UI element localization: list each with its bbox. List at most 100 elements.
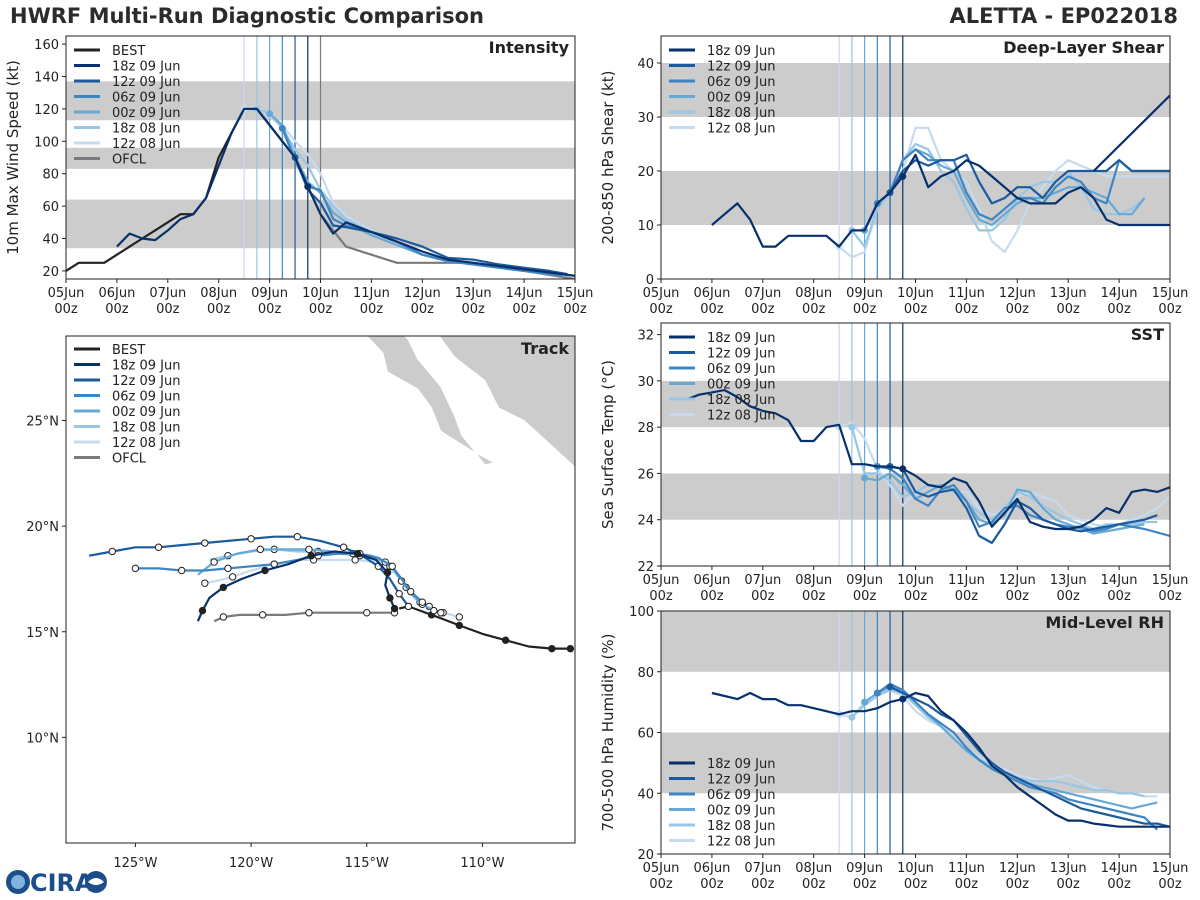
intensity-xtick-label: 00z [156, 302, 180, 317]
rh-legend-label: 00z 09 Jun [707, 804, 776, 819]
intensity-xtick-label: 00z [411, 302, 435, 317]
rh-xtick-label: 00z [802, 877, 826, 892]
shear-xtick-label: 08Jun [795, 286, 832, 301]
track-point [228, 573, 237, 581]
rh-legend-label: 06z 09 Jun [707, 788, 776, 803]
cira-logo-text: CIRA [30, 869, 94, 897]
rh-xtick-label: 15Jun [1152, 861, 1189, 876]
sst-xtick-label: 08Jun [795, 573, 832, 588]
shear-ytick-label: 40 [637, 57, 654, 72]
track-point [201, 539, 209, 547]
sst-init-point [899, 465, 907, 473]
globe-inner-icon [11, 875, 25, 889]
sst-series-line [686, 389, 1170, 531]
intensity-ytick-label: 60 [42, 200, 59, 215]
track-point [154, 543, 163, 551]
cira-logo: CIRA [6, 869, 107, 897]
track-point [501, 636, 510, 644]
shear-xtick-label: 00z [904, 302, 928, 317]
track-frame [65, 335, 576, 844]
rh-xtick-label: 14Jun [1101, 861, 1138, 876]
sst-xtick-label: 06Jun [693, 573, 730, 588]
shear-xtick-label: 00z [1006, 302, 1030, 317]
rh-legend-label: 12z 08 Jun [707, 835, 776, 850]
rh-xtick-label: 00z [649, 877, 673, 892]
shear-xtick-label: 00z [1158, 302, 1182, 317]
shear-legend-label: 18z 08 Jun [707, 106, 776, 121]
rh-xtick-label: 05Jun [643, 861, 680, 876]
rh-xtick-label: 10Jun [897, 861, 934, 876]
track-legend-label: 18z 08 Jun [112, 421, 181, 436]
track-ytick-label: 15°N [26, 626, 59, 641]
sst-xtick-label: 15Jun [1152, 573, 1189, 588]
intensity-legend-label: 18z 09 Jun [112, 60, 181, 75]
rh-xtick-label: 00z [1057, 877, 1081, 892]
track-point [386, 594, 394, 602]
track-line [204, 558, 460, 619]
intensity-xtick-label: 06Jun [98, 286, 135, 301]
mexico-mainland [438, 336, 575, 468]
sst-xtick-label: 07Jun [744, 573, 781, 588]
sst-xtick-label: 00z [853, 589, 877, 604]
intensity-legend-label: 18z 08 Jun [112, 122, 181, 137]
track-point [198, 606, 207, 615]
figure-title: HWRF Multi-Run Diagnostic Comparison [10, 4, 485, 28]
track-point [261, 566, 269, 575]
sst-xtick-label: 10Jun [897, 573, 934, 588]
rh-ytick-label: 20 [637, 848, 654, 863]
track-point [351, 556, 359, 564]
intensity-legend-label: 00z 09 Jun [112, 106, 181, 121]
track-legend-label: 06z 09 Jun [112, 390, 181, 405]
intensity-xtick-label: 14Jun [506, 286, 543, 301]
rh-xtick-label: 08Jun [795, 861, 832, 876]
track-point [219, 613, 228, 621]
rh-series-line [711, 691, 1170, 828]
sst-xtick-label: 00z [649, 589, 673, 604]
shear-xtick-label: 00z [649, 302, 673, 317]
rh-series-line [876, 682, 1159, 831]
track-point [455, 621, 464, 630]
shear-xtick-label: 11Jun [948, 286, 985, 301]
intensity-legend-label: 12z 08 Jun [112, 137, 181, 152]
intensity-panel-title: Intensity [489, 38, 570, 57]
track-line [213, 611, 395, 623]
rh-xtick-label: 00z [955, 877, 979, 892]
intensity-ylabel: 10m Max Wind Speed (kt) [4, 60, 22, 255]
intensity-legend-label: 06z 09 Jun [112, 91, 181, 106]
track-point [455, 613, 464, 621]
sst-xtick-label: 00z [955, 589, 979, 604]
sst-xtick-label: 00z [802, 589, 826, 604]
rh-init-point [886, 683, 894, 691]
intensity-ytick-label: 140 [34, 71, 59, 86]
rh-xtick-label: 13Jun [1050, 861, 1087, 876]
rh-ytick-label: 40 [637, 787, 654, 802]
storm-id-title: ALETTA - EP022018 [949, 4, 1178, 28]
rh-ytick-label: 80 [637, 666, 654, 681]
intensity-ytick-label: 100 [34, 135, 59, 150]
sst-xtick-label: 12Jun [999, 573, 1036, 588]
sst-legend-label: 12z 08 Jun [707, 409, 776, 424]
track-point [256, 545, 265, 554]
track-point [388, 562, 396, 570]
intensity-ytick-label: 160 [34, 38, 59, 53]
sst-series-group [686, 389, 1170, 545]
sst-ytick-label: 28 [637, 421, 654, 436]
shear-xtick-label: 07Jun [744, 286, 781, 301]
sst-legend-label: 18z 08 Jun [707, 393, 776, 408]
intensity-xtick-label: 00z [512, 302, 536, 317]
intensity-ytick-label: 20 [42, 265, 59, 280]
rh-xtick-label: 11Jun [948, 861, 985, 876]
track-point [219, 583, 228, 592]
rh-init-point [848, 713, 856, 721]
intensity-xtick-label: 00z [258, 302, 282, 317]
shear-xtick-label: 00z [1107, 302, 1131, 317]
sst-ytick-label: 30 [637, 375, 654, 390]
sst-panel-title: SST [1131, 325, 1164, 344]
track-panel-title: Track [521, 339, 569, 358]
track-legend-label: BEST [112, 343, 145, 358]
intensity-series-line [116, 107, 575, 277]
intensity-xtick-label: 15Jun [557, 286, 594, 301]
rh-xtick-label: 09Jun [846, 861, 883, 876]
shear-series-line [889, 153, 1170, 205]
shear-panel-title: Deep-Layer Shear [1003, 38, 1164, 57]
